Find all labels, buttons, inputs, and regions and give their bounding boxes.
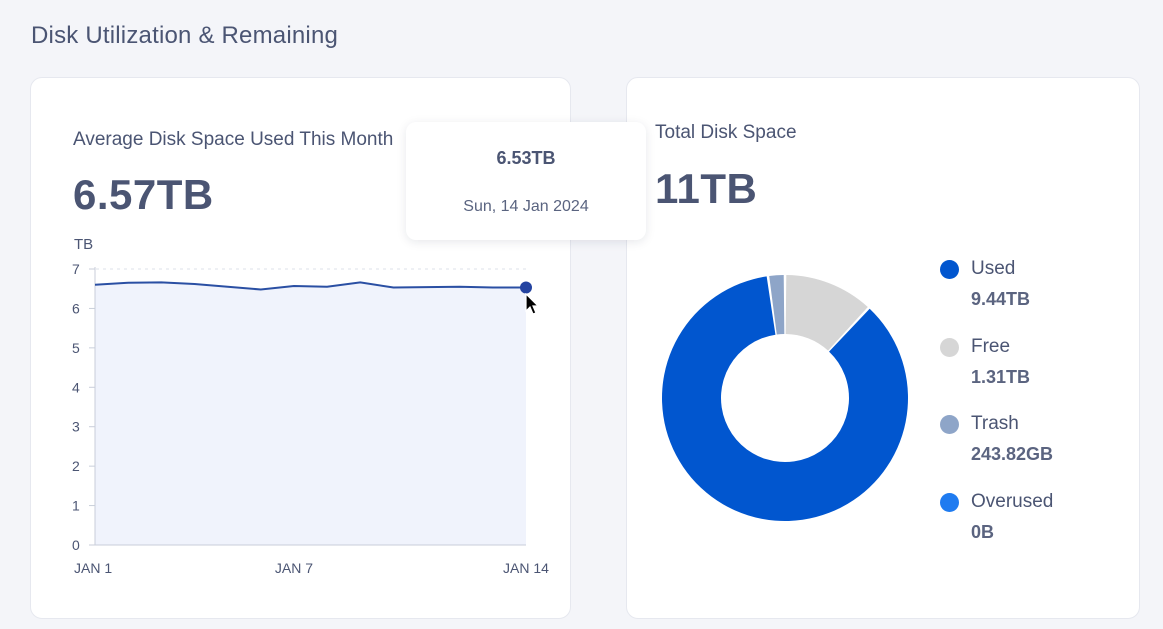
legend-item-trash[interactable]: Trash 243.82GB <box>940 411 1120 471</box>
avg-disk-used-label: Average Disk Space Used This Month <box>73 129 394 150</box>
mouse-pointer-icon <box>525 293 540 315</box>
legend-trash-label: Trash <box>971 413 1019 434</box>
legend-trash-value: 243.82GB <box>971 444 1054 464</box>
chart-tooltip: 6.53TB Sun, 14 Jan 2024 <box>406 122 646 240</box>
avg-disk-used-value: 6.57TB <box>73 171 214 218</box>
trash-dot-icon <box>940 415 959 434</box>
free-dot-icon <box>940 338 959 357</box>
x-tick-label: JAN 7 <box>275 560 313 576</box>
overused-dot-icon <box>940 493 959 512</box>
area-fill <box>95 282 526 545</box>
legend-overused-label: Overused <box>971 491 1054 512</box>
legend-overused-value: 0B <box>971 522 995 542</box>
legend-used-value: 9.44TB <box>971 289 1031 309</box>
legend-item-overused[interactable]: Overused 0B <box>940 489 1120 549</box>
total-disk-value: 11TB <box>655 165 758 212</box>
donut-slice-free[interactable] <box>785 275 868 351</box>
highlighted-point[interactable] <box>520 281 532 294</box>
legend-free-value: 1.31TB <box>971 367 1031 387</box>
legend-item-free[interactable]: Free 1.31TB <box>940 334 1120 394</box>
y-tick-label: 2 <box>72 458 80 474</box>
y-tick-label: 7 <box>72 261 80 277</box>
page-title: Disk Utilization & Remaining <box>31 22 339 49</box>
y-tick-label: 3 <box>72 419 80 435</box>
y-tick-label: 6 <box>72 300 80 316</box>
legend-free-label: Free <box>971 336 1011 357</box>
x-tick-label: JAN 1 <box>74 560 112 576</box>
tooltip-value: 6.53TB <box>496 148 556 168</box>
y-axis-unit-label: TB <box>74 236 93 253</box>
total-disk-label: Total Disk Space <box>655 122 797 143</box>
y-tick-label: 1 <box>72 498 80 514</box>
y-tick-label: 0 <box>72 537 80 553</box>
series-line <box>94 281 526 291</box>
legend-used-label: Used <box>971 258 1016 279</box>
x-tick-label: JAN 14 <box>503 560 549 576</box>
y-tick-label: 5 <box>72 340 80 356</box>
used-dot-icon <box>940 260 959 279</box>
tooltip-date: Sun, 14 Jan 2024 <box>463 198 589 215</box>
y-tick-label: 4 <box>72 379 80 395</box>
donut-slice-trash[interactable] <box>769 275 785 335</box>
legend-item-used[interactable]: Used 9.44TB <box>940 256 1120 316</box>
donut-slice-used[interactable] <box>662 276 908 521</box>
